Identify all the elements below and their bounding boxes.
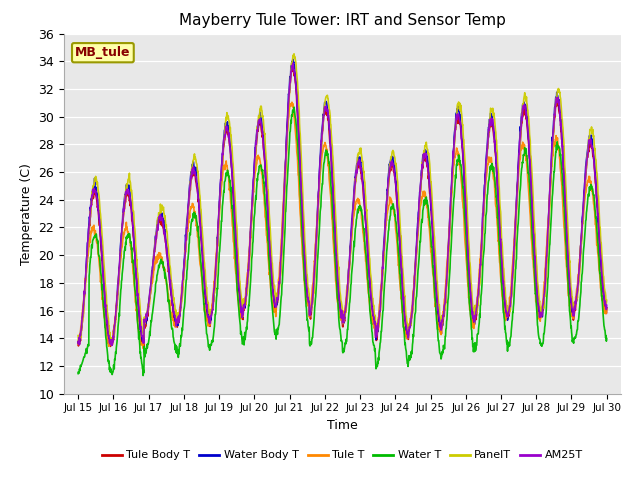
- Y-axis label: Temperature (C): Temperature (C): [20, 163, 33, 264]
- Text: MB_tule: MB_tule: [75, 46, 131, 59]
- Legend: Tule Body T, Water Body T, Tule T, Water T, PanelT, AM25T: Tule Body T, Water Body T, Tule T, Water…: [97, 446, 588, 465]
- X-axis label: Time: Time: [327, 419, 358, 432]
- Title: Mayberry Tule Tower: IRT and Sensor Temp: Mayberry Tule Tower: IRT and Sensor Temp: [179, 13, 506, 28]
